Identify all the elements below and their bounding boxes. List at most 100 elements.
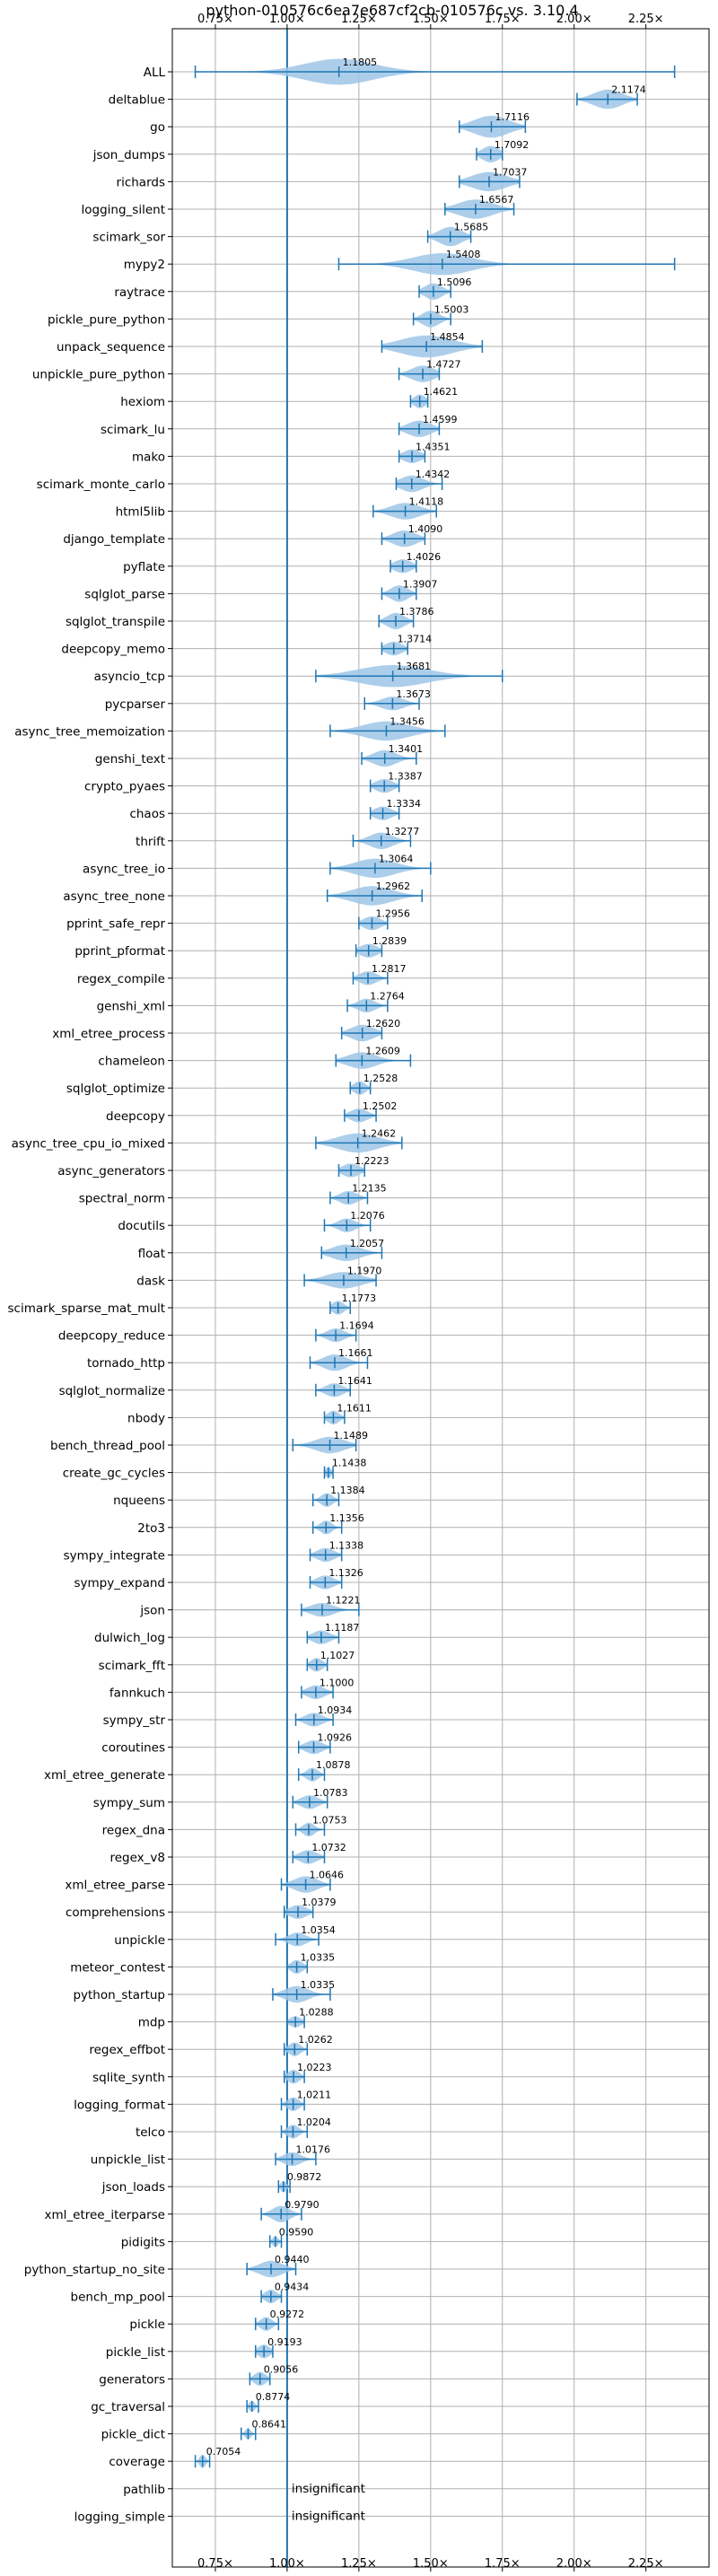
benchmark-label: dask [136, 1274, 165, 1288]
value-label: 1.3673 [396, 688, 431, 700]
value-label: 1.1489 [334, 1430, 369, 1441]
benchmark-label: fannkuch [109, 1686, 165, 1700]
benchmark-label: go [150, 120, 165, 135]
label-layer: 0.75× 1.00× 1.25× 1.50× 1.75× 2.00× 2.25× ALL 1.… [8, 13, 664, 2571]
benchmark-label: unpickle [114, 1933, 165, 1948]
benchmark-label: generators [99, 2372, 165, 2387]
value-label: 1.0934 [318, 1704, 353, 1716]
benchmark-label: async_tree_memoization [14, 724, 165, 739]
value-label: 1.2502 [363, 1100, 398, 1112]
benchmark-label: async_tree_none [63, 889, 165, 904]
benchmark-label: logging_silent [82, 203, 165, 217]
x-tick-label-bottom: 1.00× [269, 2557, 305, 2571]
benchmark-label: pyflate [123, 560, 165, 574]
benchmark-label: unpack_sequence [57, 340, 165, 355]
value-label: 1.1000 [320, 1677, 355, 1688]
benchmark-label: crypto_pyaes [84, 780, 165, 794]
value-label: 1.3681 [397, 661, 432, 672]
value-label: 1.1805 [343, 57, 378, 68]
benchmark-label: genshi_text [95, 752, 165, 767]
benchmark-label: mypy2 [124, 258, 165, 272]
x-tick-label-bottom: 0.75× [197, 2557, 233, 2571]
x-tick-label-top: 1.50× [413, 13, 449, 26]
benchmark-label: sqlglot_optimize [66, 1082, 165, 1096]
benchmark-label: deepcopy_memo [61, 643, 165, 657]
benchmark-label: sympy_str [103, 1713, 166, 1728]
benchmark-label: mako [132, 450, 165, 464]
value-label: 1.0753 [312, 1814, 347, 1826]
benchmark-label: richards [117, 175, 165, 189]
value-label: 1.1187 [325, 1622, 360, 1634]
value-label: 1.2956 [375, 908, 410, 920]
value-label: 1.4026 [407, 551, 442, 563]
value-label: 1.2135 [352, 1183, 387, 1195]
benchmark-label: sqlite_synth [92, 2071, 165, 2085]
benchmark-label: regex_effbot [89, 2043, 165, 2057]
benchmark-label: mdp [138, 2016, 165, 2030]
benchmark-label: logging_simple [74, 2510, 165, 2524]
benchmark-label: genshi_xml [97, 999, 165, 1013]
x-tick-label-bottom: 2.00× [556, 2557, 592, 2571]
benchmark-label: docutils [118, 1219, 165, 1233]
value-label: 0.9440 [275, 2254, 310, 2265]
value-label: 1.4090 [408, 523, 443, 535]
value-label: 1.7116 [495, 111, 530, 123]
benchmark-label: sqlglot_transpile [66, 615, 165, 629]
benchmark-label: logging_format [74, 2098, 165, 2112]
value-label: 1.7037 [493, 166, 528, 178]
benchmark-label: nqueens [113, 1494, 165, 1508]
value-label: 1.2223 [355, 1155, 390, 1167]
benchmark-label: scimark_sparse_mat_mult [8, 1301, 165, 1316]
value-label: 1.0335 [301, 1951, 336, 1963]
value-label: 0.8641 [251, 2419, 286, 2431]
x-tick-label-top: 1.75× [485, 13, 521, 26]
benchmark-label: pickle_dict [101, 2428, 165, 2442]
benchmark-label: async_tree_io [83, 862, 165, 876]
benchmark-label: dulwich_log [94, 1631, 165, 1645]
value-label: 1.2609 [365, 1046, 400, 1057]
benchmark-label: regex_compile [77, 972, 165, 986]
benchmark-label: unpickle_list [91, 2153, 165, 2168]
value-label: 1.1356 [329, 1512, 364, 1524]
benchmark-label: chaos [129, 807, 165, 821]
benchmark-label: pickle_list [106, 2345, 165, 2360]
x-tick-label-bottom: 1.50× [413, 2557, 449, 2571]
value-label: 1.3907 [403, 578, 438, 590]
benchmark-label: coroutines [101, 1741, 165, 1756]
benchmark-label: regex_v8 [109, 1851, 165, 1865]
benchmark-label: sympy_expand [74, 1576, 165, 1590]
value-label: 0.9434 [275, 2282, 310, 2293]
benchmark-label: python_startup_no_site [24, 2263, 165, 2277]
benchmark-label: coverage [109, 2455, 165, 2469]
x-tick-label-bottom: 1.25× [341, 2557, 377, 2571]
value-label: 1.2462 [362, 1127, 397, 1139]
value-label: 0.7054 [206, 2446, 241, 2458]
benchmark-label: pycparser [105, 697, 166, 712]
benchmark-label: pidigits [121, 2235, 165, 2249]
benchmark-label: xml_etree_generate [44, 1768, 165, 1783]
benchmark-label: pathlib [123, 2483, 165, 2497]
benchmark-label: hexiom [120, 395, 165, 409]
value-label: 1.0204 [296, 2116, 331, 2128]
value-label: 1.2962 [376, 881, 411, 892]
benchmark-label: asyncio_tcp [94, 670, 165, 684]
value-label: 1.1438 [332, 1458, 367, 1469]
value-label: 1.0354 [301, 1924, 336, 1936]
value-label: 1.4342 [416, 469, 451, 480]
benchmark-label: html5lib [116, 505, 165, 520]
value-label: 1.0783 [313, 1787, 348, 1799]
value-label: 0.9790 [285, 2199, 320, 2211]
value-label: 1.2057 [350, 1238, 385, 1249]
violin-layer [194, 29, 676, 2567]
benchmark-label: json_dumps [92, 148, 165, 162]
value-label: 0.9193 [267, 2336, 302, 2348]
benchmark-label: pprint_pformat [74, 944, 165, 959]
value-label: 1.0223 [297, 2062, 332, 2073]
value-label: 1.1641 [337, 1375, 372, 1387]
x-tick-label-bottom: 2.25× [628, 2557, 664, 2571]
benchmark-label: raytrace [114, 285, 165, 300]
value-label: 0.9590 [279, 2226, 314, 2238]
value-label: 1.0878 [316, 1759, 351, 1771]
value-label: 1.5003 [434, 303, 469, 315]
